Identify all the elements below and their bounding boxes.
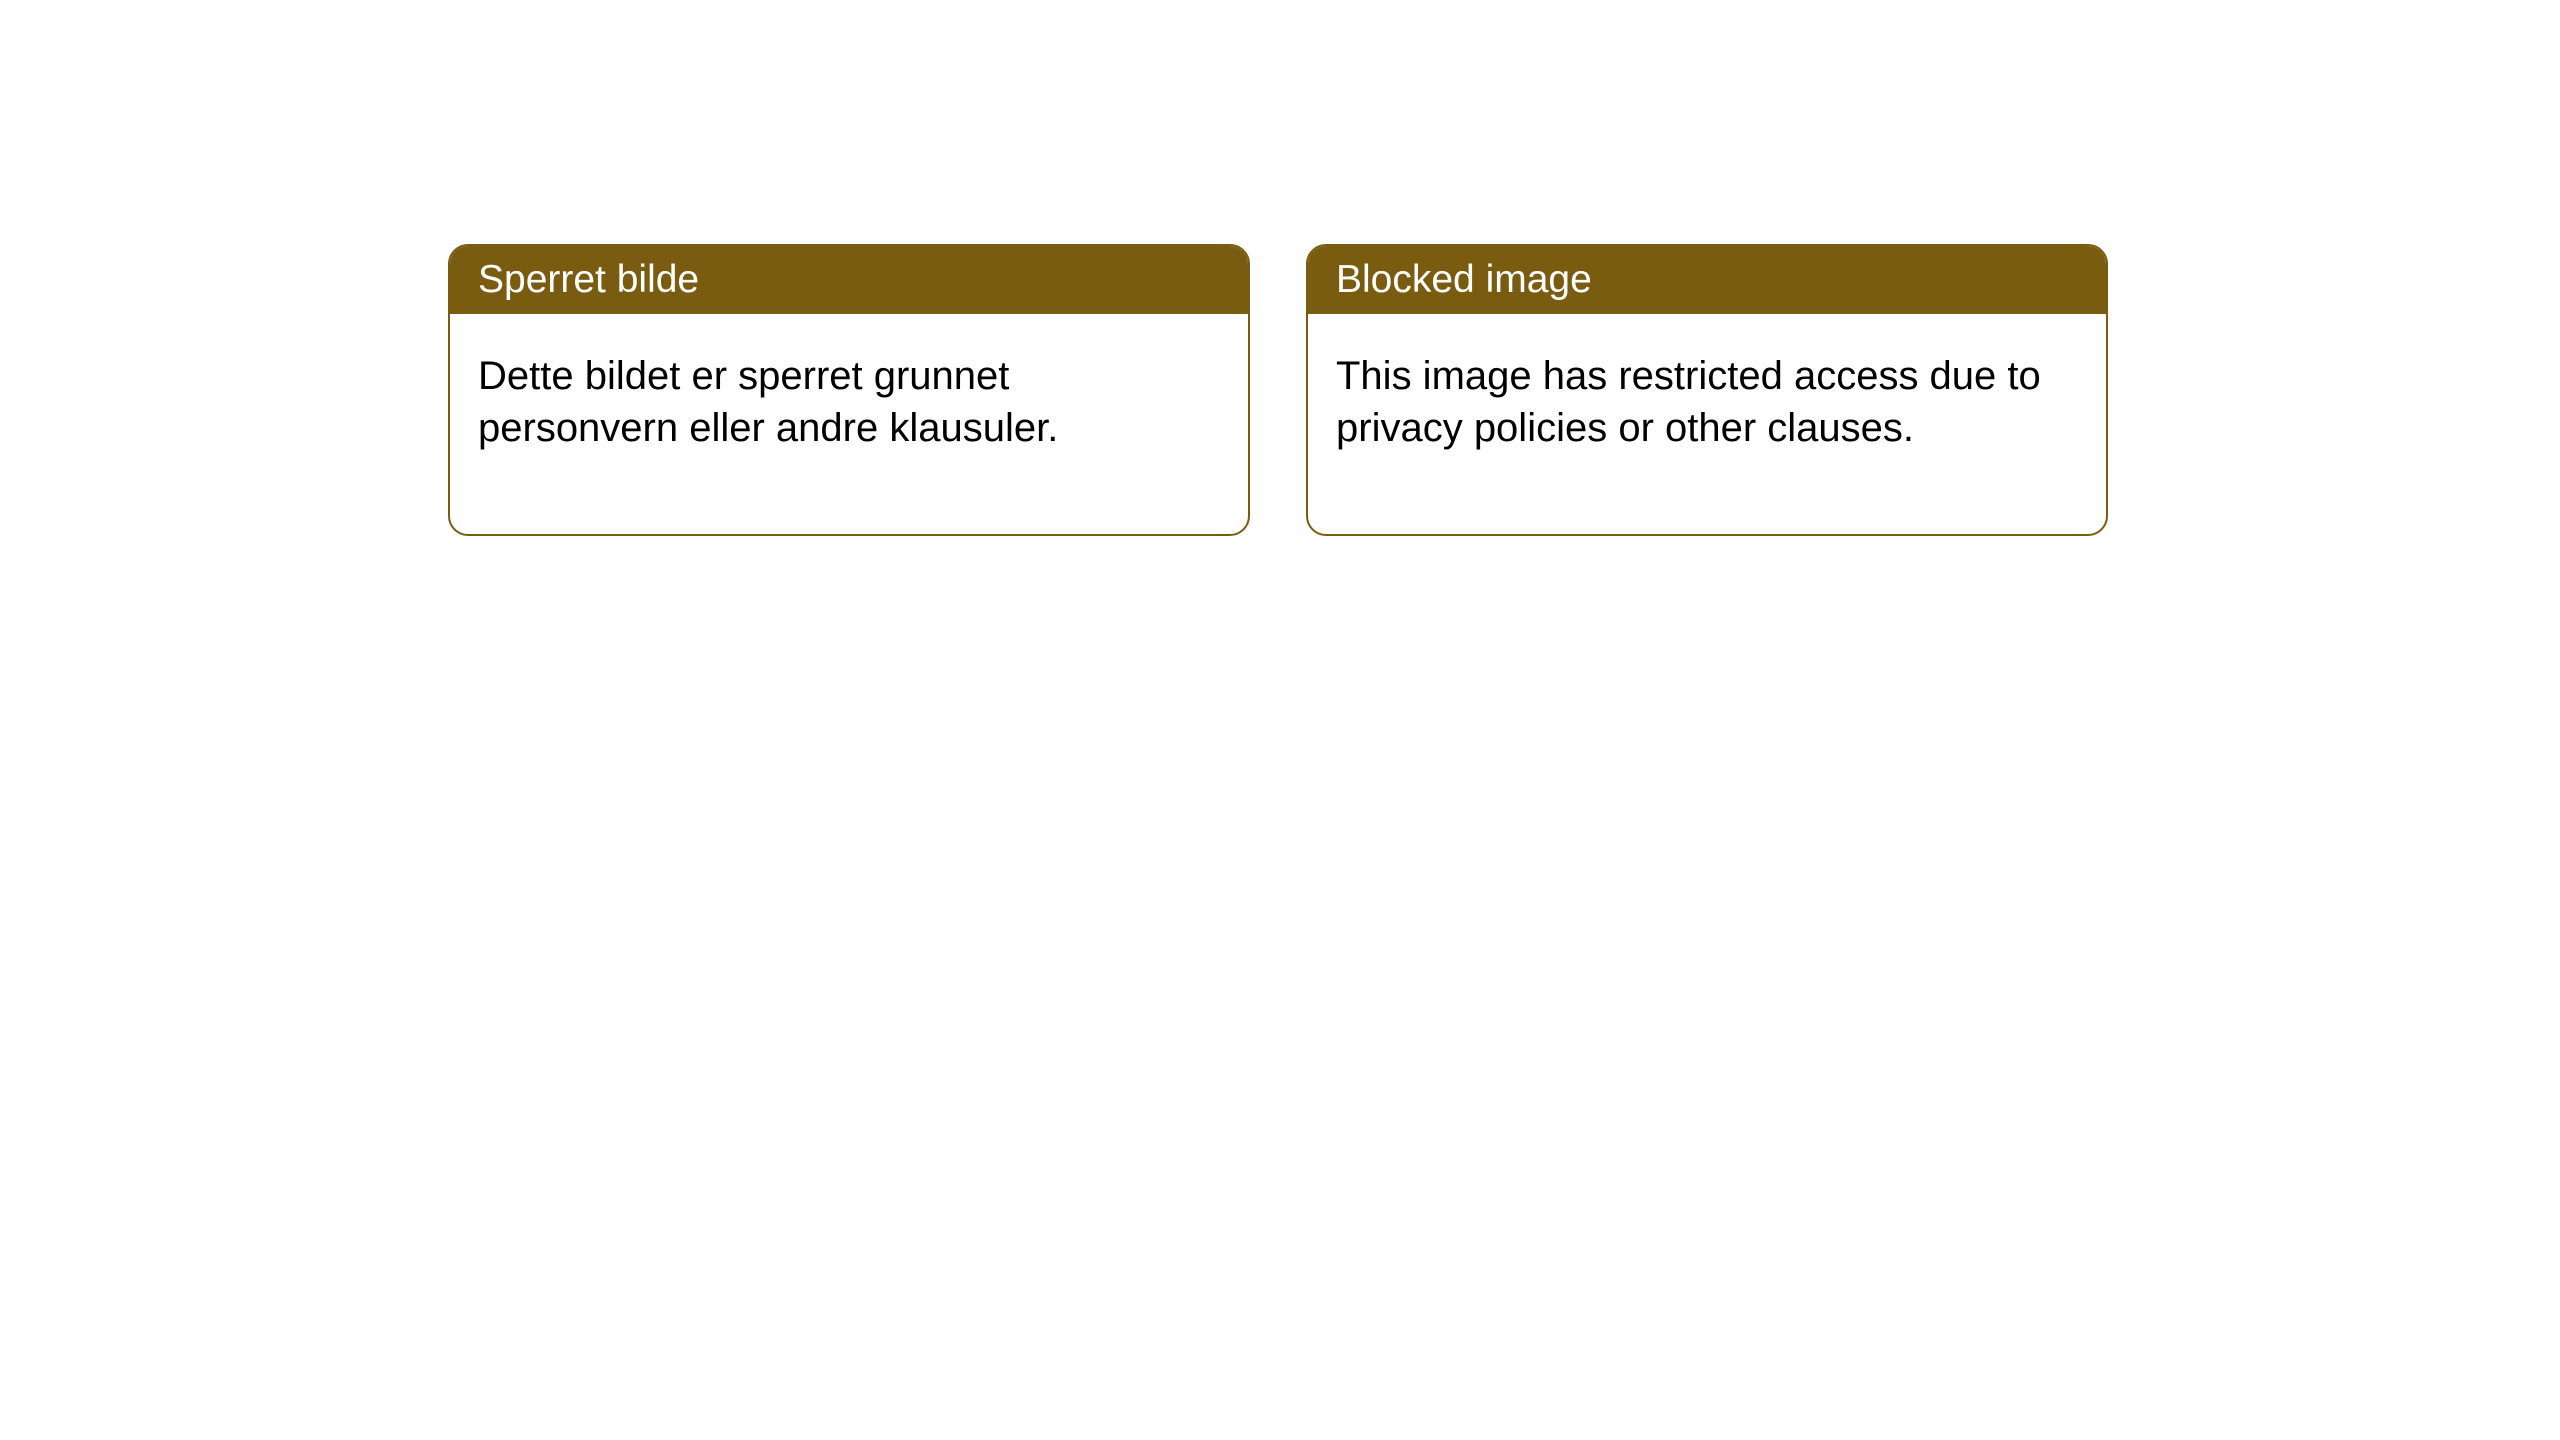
- card-header-english: Blocked image: [1308, 246, 2106, 314]
- card-body-norwegian: Dette bildet er sperret grunnet personve…: [450, 314, 1248, 534]
- card-header-norwegian: Sperret bilde: [450, 246, 1248, 314]
- card-title-norwegian: Sperret bilde: [478, 258, 699, 301]
- card-text-norwegian: Dette bildet er sperret grunnet personve…: [478, 354, 1058, 450]
- card-body-english: This image has restricted access due to …: [1308, 314, 2106, 534]
- card-text-english: This image has restricted access due to …: [1336, 354, 2041, 450]
- card-norwegian: Sperret bilde Dette bildet er sperret gr…: [448, 244, 1250, 536]
- blocked-image-cards: Sperret bilde Dette bildet er sperret gr…: [448, 244, 2108, 536]
- card-title-english: Blocked image: [1336, 258, 1592, 301]
- card-english: Blocked image This image has restricted …: [1306, 244, 2108, 536]
